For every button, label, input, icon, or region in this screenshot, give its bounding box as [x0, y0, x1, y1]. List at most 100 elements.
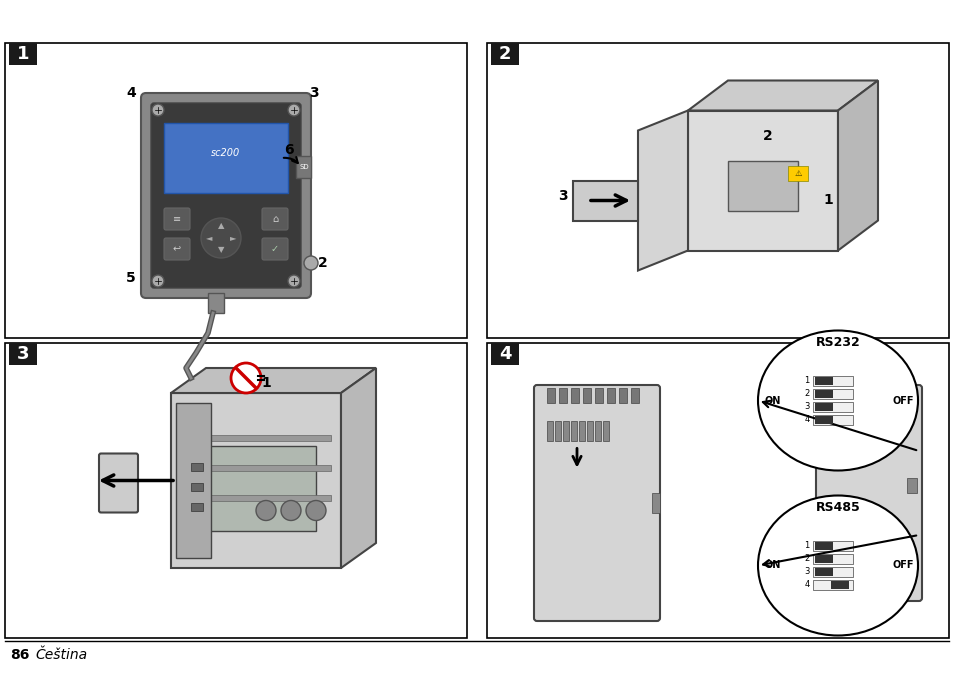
Bar — [578, 421, 584, 441]
Text: ►: ► — [230, 234, 236, 242]
Bar — [582, 388, 590, 403]
Bar — [9, 43, 37, 65]
Bar — [814, 402, 832, 411]
Bar — [812, 567, 852, 577]
Bar — [486, 43, 948, 338]
FancyBboxPatch shape — [99, 454, 138, 513]
Bar — [823, 388, 833, 403]
Text: 4: 4 — [498, 345, 511, 363]
Bar — [814, 555, 832, 563]
Bar — [586, 421, 593, 441]
Bar — [595, 421, 600, 441]
Bar — [853, 388, 863, 403]
Circle shape — [231, 363, 261, 393]
FancyBboxPatch shape — [815, 385, 921, 601]
Polygon shape — [171, 368, 375, 393]
Bar — [555, 421, 560, 441]
FancyBboxPatch shape — [164, 238, 190, 260]
FancyBboxPatch shape — [262, 238, 288, 260]
FancyBboxPatch shape — [262, 208, 288, 230]
Bar — [812, 376, 852, 386]
Bar — [906, 478, 916, 493]
Bar — [812, 553, 852, 563]
Bar — [181, 464, 331, 470]
Bar — [546, 421, 553, 441]
Bar — [602, 421, 608, 441]
Bar — [812, 540, 852, 551]
Ellipse shape — [758, 330, 917, 470]
Text: RS485: RS485 — [815, 501, 860, 514]
Text: RS232: RS232 — [815, 336, 860, 349]
Text: 2: 2 — [803, 389, 809, 398]
FancyBboxPatch shape — [164, 208, 190, 230]
Text: 3: 3 — [803, 402, 809, 411]
Bar — [812, 388, 852, 398]
Bar — [546, 388, 555, 403]
Bar — [812, 402, 852, 411]
Polygon shape — [687, 81, 877, 110]
Bar — [595, 388, 602, 403]
Bar — [814, 542, 832, 549]
Bar — [491, 43, 518, 65]
Bar — [175, 403, 211, 558]
Text: Čeština: Čeština — [35, 648, 87, 662]
Circle shape — [306, 501, 326, 520]
Text: 2: 2 — [317, 256, 328, 270]
Text: SD: SD — [299, 164, 309, 170]
Text: ON: ON — [764, 561, 781, 571]
Text: 5: 5 — [126, 271, 135, 285]
FancyBboxPatch shape — [141, 93, 311, 298]
Text: OFF: OFF — [891, 396, 913, 406]
Bar — [486, 343, 948, 638]
Circle shape — [152, 104, 164, 116]
Bar — [181, 435, 331, 441]
Circle shape — [288, 104, 299, 116]
Circle shape — [281, 501, 301, 520]
Text: 4: 4 — [803, 580, 809, 589]
Bar — [898, 388, 908, 403]
Circle shape — [304, 256, 317, 270]
FancyBboxPatch shape — [534, 385, 659, 621]
Text: 86: 86 — [10, 648, 30, 662]
Ellipse shape — [758, 495, 917, 635]
Bar — [5, 343, 467, 638]
Bar — [181, 495, 331, 501]
Bar — [630, 388, 639, 403]
Bar — [812, 415, 852, 425]
Circle shape — [152, 275, 164, 287]
Bar — [618, 388, 626, 403]
Text: ✓: ✓ — [271, 244, 279, 254]
Bar — [814, 390, 832, 398]
Bar — [164, 123, 288, 193]
Text: 2: 2 — [498, 45, 511, 63]
Text: ON: ON — [764, 396, 781, 406]
Bar — [606, 388, 615, 403]
Bar — [186, 446, 315, 530]
Text: ⌂: ⌂ — [272, 214, 278, 224]
Polygon shape — [837, 81, 877, 250]
Text: 1: 1 — [822, 194, 832, 207]
Bar — [883, 388, 893, 403]
Bar — [562, 421, 568, 441]
Polygon shape — [171, 393, 340, 568]
Text: ≡: ≡ — [172, 214, 181, 224]
Bar — [5, 43, 467, 338]
Bar — [9, 343, 37, 365]
Bar — [727, 160, 797, 211]
Text: 1: 1 — [17, 45, 30, 63]
Bar — [571, 388, 578, 403]
Text: sc200: sc200 — [212, 148, 240, 158]
FancyBboxPatch shape — [151, 103, 301, 288]
Bar — [571, 421, 577, 441]
Bar — [191, 462, 203, 470]
Bar — [787, 166, 807, 180]
Bar — [814, 376, 832, 384]
Text: ▼: ▼ — [217, 246, 224, 254]
Text: ↩: ↩ — [172, 244, 181, 254]
Text: 3: 3 — [803, 567, 809, 576]
Polygon shape — [340, 368, 375, 568]
Circle shape — [255, 501, 275, 520]
Bar — [830, 581, 848, 588]
Bar — [208, 293, 224, 313]
Circle shape — [201, 218, 241, 258]
